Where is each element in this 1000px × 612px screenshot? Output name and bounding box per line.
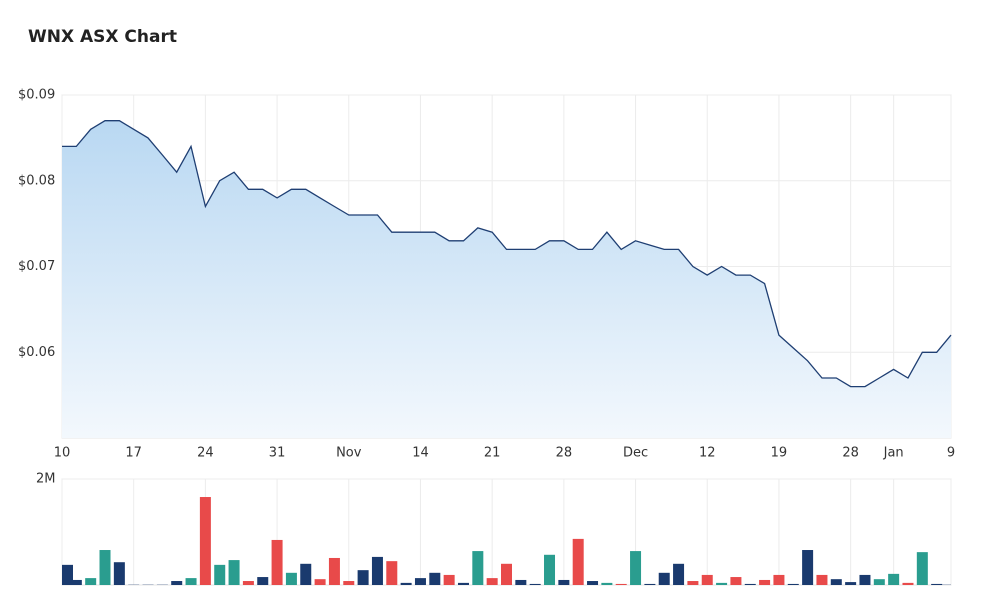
volume-bar (916, 552, 928, 585)
volume-bar (214, 564, 226, 585)
volume-bar (371, 556, 383, 585)
volume-bar (601, 582, 613, 585)
volume-bar (759, 579, 771, 585)
volume-bar (744, 583, 756, 585)
x-tick-label: 21 (484, 446, 501, 461)
volume-bar (429, 572, 441, 585)
x-tick-label: 12 (699, 446, 716, 461)
volume-bar (873, 579, 885, 585)
y-tick-label: $0.07 (18, 259, 55, 274)
volume-bar (558, 579, 570, 585)
price-area (62, 120, 951, 438)
volume-bar (271, 539, 283, 585)
x-tick-label: Dec (623, 446, 648, 461)
volume-bar (257, 577, 269, 585)
volume-bar (931, 583, 943, 585)
volume-bar (113, 562, 125, 585)
x-tick-label: 28 (842, 446, 859, 461)
volume-bar (472, 551, 484, 585)
volume-bar (658, 572, 670, 585)
volume-bar (544, 554, 556, 585)
volume-bar (787, 583, 799, 585)
volume-bar (902, 582, 914, 585)
x-tick-label: 9 (947, 446, 955, 461)
volume-bar (830, 579, 842, 585)
volume-bar (816, 574, 828, 585)
volume-bar (386, 561, 398, 585)
y-tick-label: $0.06 (18, 345, 55, 360)
volume-bar (802, 550, 814, 585)
volume-bar (716, 582, 728, 585)
chart-title: WNX ASX Chart (28, 27, 177, 47)
volume-bar (199, 497, 211, 585)
volume-bar (70, 579, 82, 585)
volume-bar (443, 574, 455, 585)
volume-bar (701, 574, 713, 585)
x-tick-label: 10 (54, 446, 71, 461)
volume-bar (171, 581, 183, 585)
volume-bar (572, 538, 584, 585)
volume-bar (328, 557, 340, 585)
volume-bar (314, 579, 326, 585)
volume-bar (242, 581, 254, 585)
volume-bar (615, 583, 627, 585)
volume-tick-label: 2M (36, 472, 56, 487)
volume-bar (515, 579, 527, 585)
volume-bar (99, 550, 111, 585)
volume-bar (859, 574, 871, 585)
volume-bar (888, 573, 900, 585)
y-tick-label: $0.09 (18, 88, 55, 103)
volume-bar (529, 583, 541, 585)
volume-bar (587, 581, 599, 585)
x-tick-label: 19 (771, 446, 788, 461)
y-tick-label: $0.08 (18, 173, 55, 188)
x-tick-label: Jan (883, 446, 904, 461)
volume-bar (673, 563, 685, 585)
x-tick-label: 17 (125, 446, 142, 461)
volume-bar (730, 577, 742, 585)
volume-bar (414, 578, 426, 585)
volume-bar (845, 582, 857, 585)
volume-bar (687, 581, 699, 585)
volume-bar (343, 581, 355, 585)
volume-bar (85, 578, 97, 585)
price-line (62, 120, 952, 388)
volume-bar (357, 570, 369, 585)
volume-bar (400, 582, 412, 585)
volume-bar (773, 574, 785, 585)
volume-bar (185, 578, 197, 585)
x-tick-label: 31 (269, 446, 286, 461)
volume-bar (486, 578, 498, 585)
volume-bar (285, 572, 297, 585)
volume-bar (300, 563, 312, 585)
x-tick-label: Nov (336, 446, 362, 461)
x-tick-label: 24 (197, 446, 214, 461)
volume-bar (644, 583, 656, 585)
volume-bar (228, 560, 240, 585)
x-tick-label: 14 (412, 446, 429, 461)
volume-bar (62, 564, 73, 585)
volume-bar (630, 551, 642, 585)
x-tick-label: 28 (556, 446, 573, 461)
volume-bar (501, 563, 512, 585)
volume-bar (457, 582, 469, 585)
